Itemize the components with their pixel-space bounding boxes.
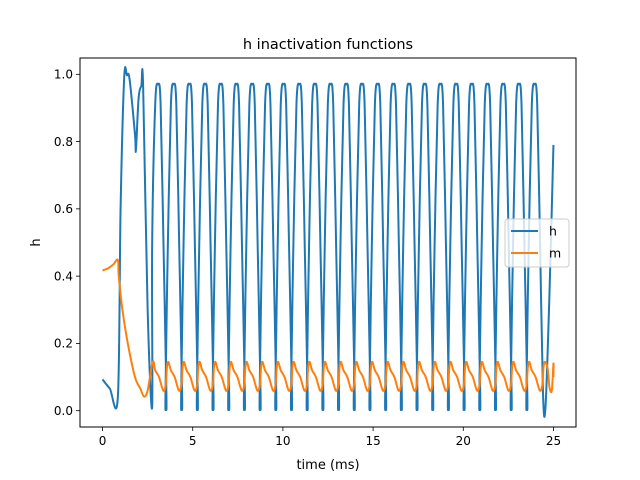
- plot-frame: [79, 57, 577, 428]
- x-tick-label: 25: [546, 434, 561, 448]
- y-tick-label: 1.0: [54, 68, 73, 82]
- x-tick-label: 20: [456, 434, 471, 448]
- x-tick-label: 15: [365, 434, 380, 448]
- y-axis-label: h: [29, 238, 44, 246]
- y-tick-label: 0.0: [54, 404, 73, 418]
- legend-label-h: h: [549, 224, 557, 239]
- chart-title: h inactivation functions: [243, 37, 413, 53]
- x-tick-label: 10: [275, 434, 290, 448]
- y-axis: 0.0 0.2 0.4 0.6 0.8 1.0: [54, 68, 80, 418]
- legend-label-m: m: [549, 246, 561, 261]
- series-line-m: [102, 258, 555, 398]
- y-tick-label: 0.6: [54, 202, 73, 216]
- legend: hm: [504, 218, 570, 268]
- series-line-h: [101, 66, 555, 418]
- y-tick-label: 0.2: [54, 337, 73, 351]
- x-tick-label: 0: [99, 434, 107, 448]
- y-tick-label: 0.4: [54, 269, 73, 283]
- x-axis-label: time (ms): [296, 458, 359, 473]
- y-tick-label: 0.8: [54, 135, 73, 149]
- series-layer: [101, 66, 555, 418]
- x-tick-label: 5: [189, 434, 197, 448]
- x-axis: 0 5 10 15 20 25: [99, 427, 561, 448]
